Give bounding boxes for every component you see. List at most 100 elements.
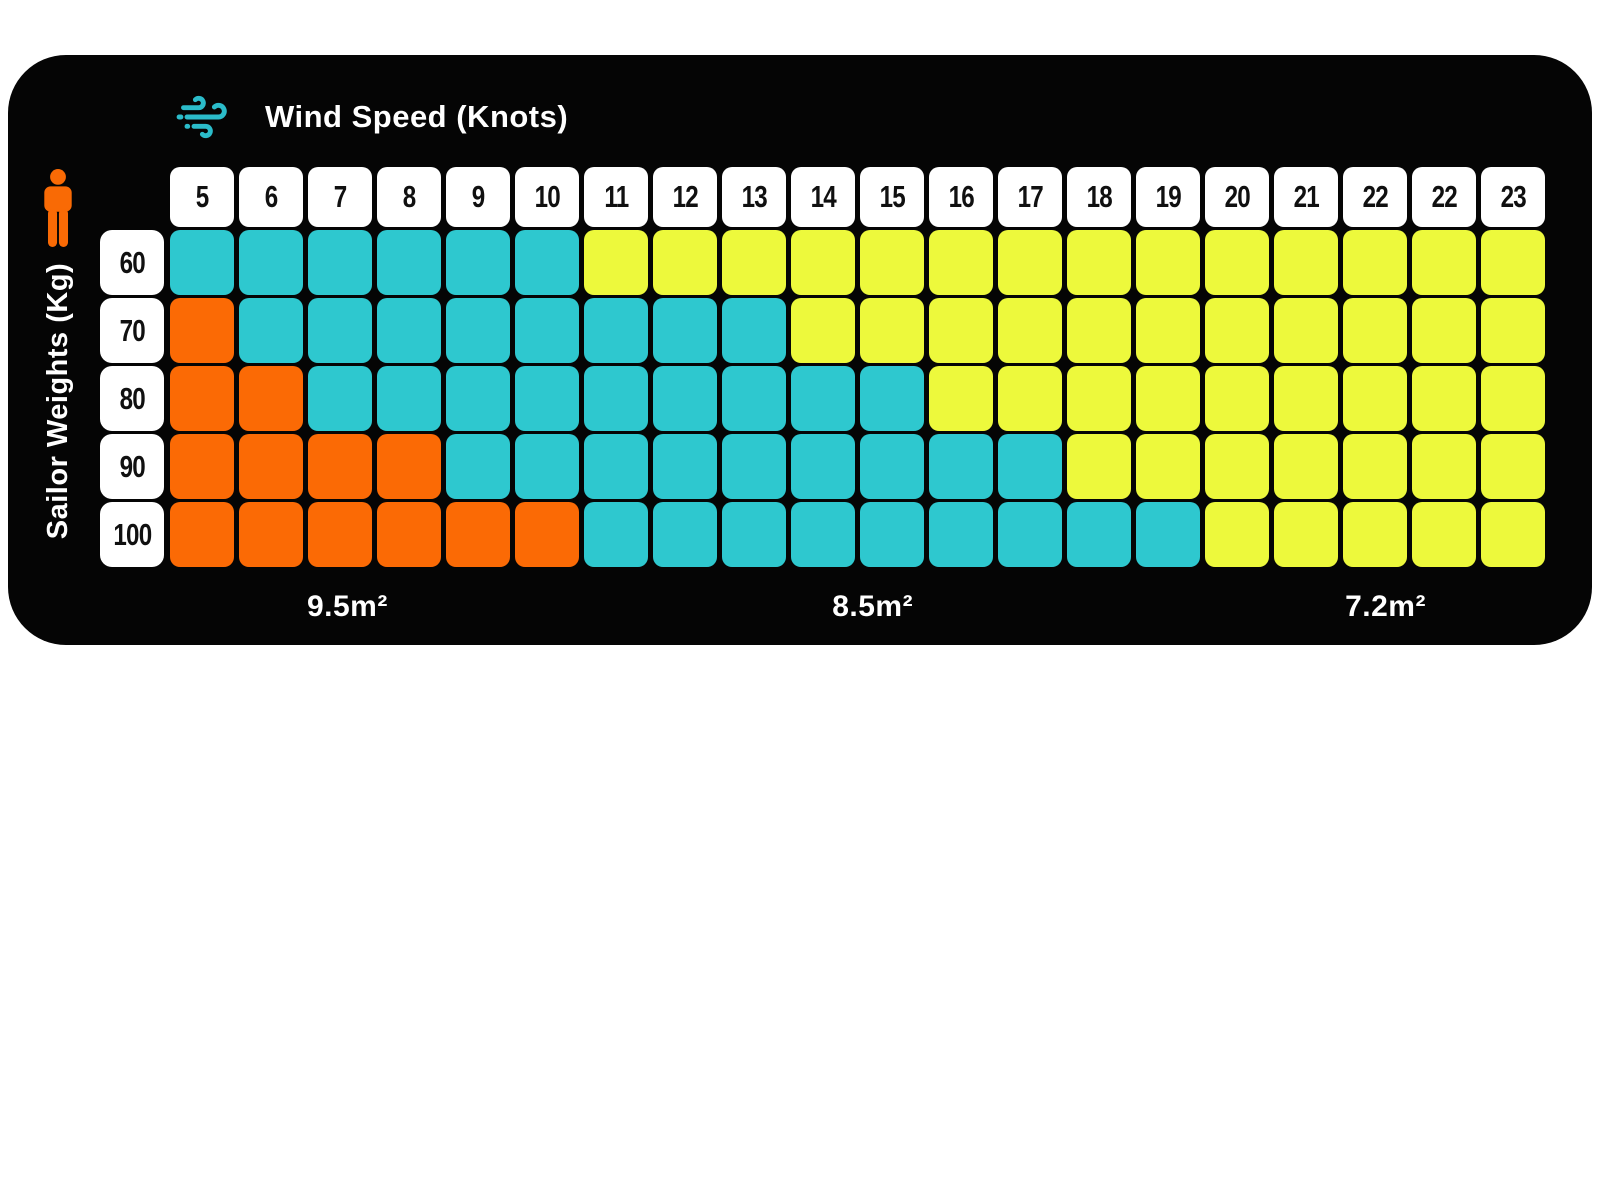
grid-cell-70kg-cyan	[722, 298, 786, 363]
wind-speed-header: 20	[1205, 167, 1269, 227]
weight-header-column: 60 70 80 90 100	[100, 230, 164, 567]
tick-label: 70	[119, 312, 145, 348]
tick-label: 16	[948, 179, 974, 214]
grid-cell-100kg-yellow	[1343, 502, 1407, 567]
chart-header: Wind Speed (Knots)	[170, 89, 568, 145]
tick-label: 10	[534, 179, 560, 214]
grid-cell-90kg-yellow	[1274, 434, 1338, 499]
grid-cell-100kg-orange	[239, 502, 303, 567]
wind-speed-header: 21	[1274, 167, 1338, 227]
wind-speed-header: 16	[929, 167, 993, 227]
sail-size-labels: 9.5m² 8.5m² 7.2m²	[170, 590, 1545, 628]
grid-cell-60kg-cyan	[308, 230, 372, 295]
tick-label: 22	[1362, 179, 1388, 214]
tick-label: 80	[119, 380, 145, 416]
tick-label: 20	[1224, 179, 1250, 214]
wind-speed-header: 22	[1412, 167, 1476, 227]
grid-cell-80kg-cyan	[860, 366, 924, 431]
grid-cell-60kg-yellow	[722, 230, 786, 295]
wind-speed-header: 8	[377, 167, 441, 227]
grid-cell-70kg-cyan	[377, 298, 441, 363]
grid-cell-70kg-yellow	[1412, 298, 1476, 363]
wind-speed-header: 18	[1067, 167, 1131, 227]
grid-cell-90kg-cyan	[653, 434, 717, 499]
grid-cell-100kg-cyan	[653, 502, 717, 567]
wind-speed-header: 17	[998, 167, 1062, 227]
sail-size-label: 7.2m²	[1345, 590, 1426, 623]
grid-cell-100kg-cyan	[584, 502, 648, 567]
grid-cell-80kg-yellow	[1274, 366, 1338, 431]
grid-cell-70kg-yellow	[1481, 298, 1545, 363]
sail-size-label: 8.5m²	[832, 590, 914, 623]
wind-speed-header: 19	[1136, 167, 1200, 227]
wind-speed-header: 10	[515, 167, 579, 227]
wind-speed-header: 15	[860, 167, 924, 227]
grid-cell-100kg-orange	[308, 502, 372, 567]
tick-label: 15	[879, 179, 905, 214]
tick-label: 21	[1293, 179, 1319, 214]
grid-cell-70kg-cyan	[653, 298, 717, 363]
wind-speed-header: 13	[722, 167, 786, 227]
grid-cell-90kg-orange	[239, 434, 303, 499]
grid-cell-80kg-cyan	[791, 366, 855, 431]
grid-cell-90kg-yellow	[1205, 434, 1269, 499]
grid-cell-80kg-cyan	[584, 366, 648, 431]
grid-cell-100kg-yellow	[1205, 502, 1269, 567]
tick-label: 19	[1155, 179, 1181, 214]
grid-cell-60kg-cyan	[170, 230, 234, 295]
grid-cell-90kg-yellow	[1412, 434, 1476, 499]
grid-cell-80kg-cyan	[446, 366, 510, 431]
wind-icon	[170, 89, 232, 145]
tick-label: 5	[195, 179, 209, 214]
grid-cell-100kg-orange	[377, 502, 441, 567]
weight-header: 80	[100, 366, 164, 431]
grid-cell-80kg-orange	[239, 366, 303, 431]
grid-cell-90kg-cyan	[791, 434, 855, 499]
grid-cell-80kg-yellow	[1412, 366, 1476, 431]
tick-label: 13	[741, 179, 767, 214]
grid-cell-100kg-cyan	[791, 502, 855, 567]
tick-label: 6	[264, 179, 278, 214]
grid-cell-60kg-yellow	[791, 230, 855, 295]
grid-cell-80kg-yellow	[1136, 366, 1200, 431]
grid-cell-80kg-cyan	[377, 366, 441, 431]
tick-label: 9	[471, 179, 485, 214]
grid-cell-70kg-yellow	[998, 298, 1062, 363]
y-axis-label: Sailor Weights (Kg)	[42, 262, 74, 540]
grid-cell-70kg-yellow	[1343, 298, 1407, 363]
grid-cell-70kg-yellow	[1136, 298, 1200, 363]
tick-label: 8	[402, 179, 416, 214]
wind-header-row: 5 6 7 8 9 10 11 12 13 14 15 16 17 18 19 20 21 22 22 23	[170, 167, 1545, 227]
grid-cell-60kg-yellow	[1481, 230, 1545, 295]
weight-header: 90	[100, 434, 164, 499]
tick-label: 90	[119, 448, 145, 484]
grid-cell-90kg-cyan	[515, 434, 579, 499]
grid-cell-80kg-yellow	[1067, 366, 1131, 431]
sail-size-label: 9.5m²	[306, 590, 388, 623]
grid-cell-80kg-yellow	[929, 366, 993, 431]
tick-label: 7	[333, 179, 347, 214]
grid-cell-70kg-yellow	[1205, 298, 1269, 363]
grid-cell-70kg-yellow	[791, 298, 855, 363]
grid-cell-60kg-yellow	[1343, 230, 1407, 295]
wind-speed-header: 5	[170, 167, 234, 227]
grid-cell-60kg-cyan	[239, 230, 303, 295]
grid-cell-70kg-cyan	[308, 298, 372, 363]
grid-cell-90kg-yellow	[1481, 434, 1545, 499]
grid-cell-70kg-cyan	[515, 298, 579, 363]
tick-label: 18	[1086, 179, 1112, 214]
weight-header: 70	[100, 298, 164, 363]
grid-cell-100kg-cyan	[722, 502, 786, 567]
person-icon	[41, 169, 75, 252]
wind-speed-header: 14	[791, 167, 855, 227]
grid-cell-60kg-yellow	[1274, 230, 1338, 295]
grid-cell-60kg-yellow	[1205, 230, 1269, 295]
tick-label: 23	[1500, 179, 1526, 214]
grid-cell-90kg-cyan	[998, 434, 1062, 499]
grid-cell-60kg-yellow	[584, 230, 648, 295]
grid-cell-100kg-cyan	[929, 502, 993, 567]
grid-cell-70kg-cyan	[584, 298, 648, 363]
grid-cell-90kg-cyan	[929, 434, 993, 499]
grid-cell-70kg-orange	[170, 298, 234, 363]
grid-cell-100kg-yellow	[1274, 502, 1338, 567]
